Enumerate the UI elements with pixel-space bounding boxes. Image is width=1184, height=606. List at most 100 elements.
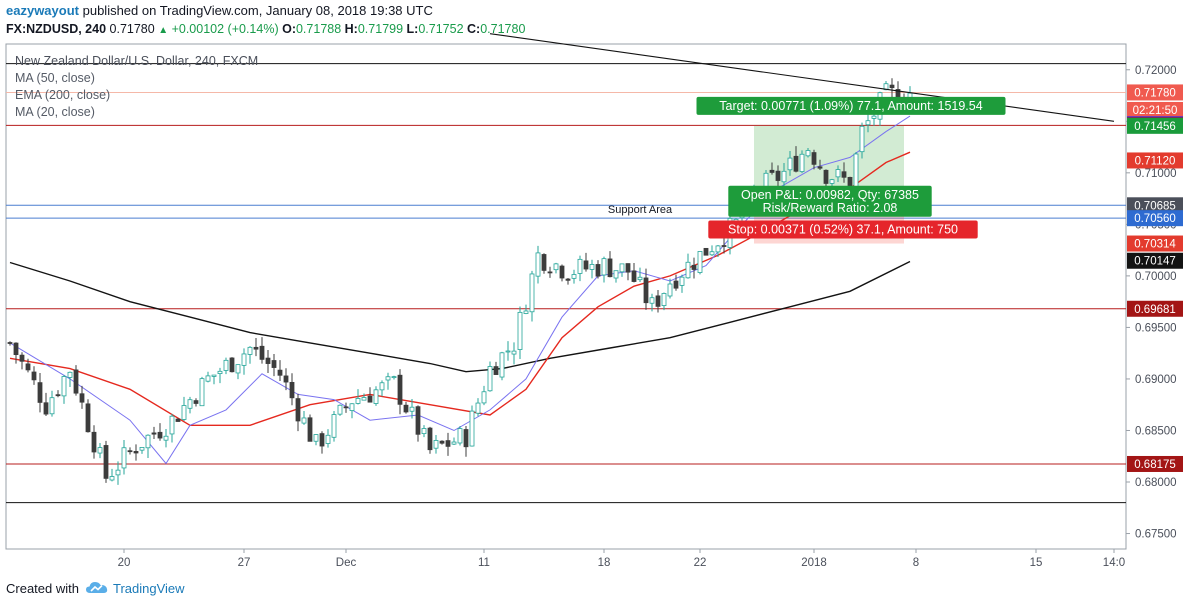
candle-body xyxy=(853,153,859,189)
candle-body xyxy=(559,265,565,279)
y-tick-label: 0.71000 xyxy=(1135,168,1177,180)
resistance-trendline xyxy=(489,33,1115,122)
candle-body xyxy=(157,431,163,439)
y-tick-label: 0.70000 xyxy=(1135,271,1177,283)
candle-body xyxy=(259,345,265,360)
candle-body xyxy=(805,150,811,157)
price-axis-label-text: 0.71780 xyxy=(1134,87,1176,99)
candle-body xyxy=(667,283,673,297)
candle-body xyxy=(661,293,667,306)
x-tick-label: 2018 xyxy=(801,557,827,569)
candle-body xyxy=(475,402,481,414)
candle-body xyxy=(43,402,49,415)
price-axis-label-text: 0.70314 xyxy=(1134,239,1176,251)
trendline[interactable] xyxy=(489,33,1115,122)
candle-body xyxy=(121,447,127,469)
x-tick-label: 8 xyxy=(913,557,919,569)
candle-body xyxy=(325,434,331,444)
candle-body xyxy=(301,417,307,424)
y-tick-label: 0.69500 xyxy=(1135,322,1177,334)
open-label: O: xyxy=(282,22,296,36)
close-label: C: xyxy=(467,22,481,36)
candle-body xyxy=(529,273,535,313)
candle-body xyxy=(655,295,661,307)
candle-body xyxy=(61,376,67,397)
candle-body xyxy=(493,366,499,375)
candle-body xyxy=(691,264,697,270)
author-link[interactable]: eazywayout xyxy=(6,3,79,18)
price-axis-label-bg xyxy=(1127,455,1183,472)
price-axis-label-text: 0.70685 xyxy=(1134,200,1176,212)
price-axis-label: 0.71120 xyxy=(1127,152,1183,169)
price-axis-label: 0.71456 xyxy=(1127,117,1183,134)
candle-body xyxy=(811,152,817,165)
candle-body xyxy=(253,346,259,350)
candle-body xyxy=(313,434,319,442)
candle-body xyxy=(463,429,469,448)
candles xyxy=(7,78,913,485)
candle-body xyxy=(709,251,715,256)
candle-body xyxy=(169,415,175,435)
pnl-box: Open P&L: 0.00982, Qty: 67385Risk/Reward… xyxy=(728,185,932,217)
candle-body xyxy=(487,366,493,392)
price-axis-label-bg xyxy=(1127,101,1183,118)
x-tick-label: 15 xyxy=(1030,557,1043,569)
candle-body xyxy=(457,428,463,444)
price-axis-label-text: 0.70560 xyxy=(1134,213,1176,225)
candle-body xyxy=(439,440,445,444)
candle-body xyxy=(331,414,337,438)
price-axis-label: 0.70314 xyxy=(1127,235,1183,252)
candle-body xyxy=(319,433,325,447)
tradingview-link[interactable]: TradingView xyxy=(85,580,185,596)
price-axis-label-text: 0.71120 xyxy=(1135,155,1176,167)
pnl-box-bg xyxy=(728,185,932,217)
candle-body xyxy=(781,170,787,183)
x-tick-label: Dec xyxy=(336,557,357,569)
price-axis-label-bg xyxy=(1127,152,1183,169)
candle-body xyxy=(577,258,583,274)
price-axis-label-bg xyxy=(1127,252,1183,269)
candle-body xyxy=(181,405,187,420)
candle-body xyxy=(145,434,151,449)
candle-body xyxy=(103,445,109,479)
horizontal-lines xyxy=(6,63,1126,504)
low-label: L: xyxy=(406,22,419,36)
candle-body xyxy=(283,375,289,383)
candle-body xyxy=(421,428,427,435)
candle-body xyxy=(7,342,13,344)
price-axis-label: 0.70560 xyxy=(1127,210,1183,227)
candle-body xyxy=(49,397,55,415)
plot-frame xyxy=(5,43,1127,550)
time-axis[interactable]: 20 27 Dec 11 18 22 2018 8 15 14:0 xyxy=(118,549,1126,569)
candle-body xyxy=(799,153,805,173)
candle-body xyxy=(271,360,277,368)
candle-body xyxy=(67,371,73,378)
candle-body xyxy=(349,403,355,411)
candle-body xyxy=(397,374,403,405)
candle-body xyxy=(607,258,613,278)
price-axis-label-text: 0.70147 xyxy=(1134,256,1176,268)
candle-body xyxy=(265,357,271,364)
price-axis-label: 0.70685 xyxy=(1127,197,1183,214)
created-with-text: Created with xyxy=(6,580,79,596)
candle-body xyxy=(889,84,895,89)
price-change: +0.00102 (+0.14%) xyxy=(171,22,279,36)
candle-body xyxy=(235,364,241,374)
candle-body xyxy=(697,251,703,273)
candle-body xyxy=(565,278,571,281)
candle-body xyxy=(859,125,865,153)
candle-body xyxy=(31,371,37,381)
price-axis-label: 0.70147 xyxy=(1127,252,1183,269)
x-tick-label: 18 xyxy=(598,557,611,569)
target-box-bg xyxy=(696,96,1006,115)
candle-body xyxy=(133,451,139,454)
candle-body xyxy=(829,179,835,184)
candle-body xyxy=(511,350,517,355)
candle-body xyxy=(445,440,451,447)
candle-body xyxy=(139,447,145,451)
y-tick-label: 0.68000 xyxy=(1135,477,1177,489)
candle-body xyxy=(685,261,691,279)
candle-body xyxy=(55,394,61,397)
candle-body xyxy=(229,357,235,373)
